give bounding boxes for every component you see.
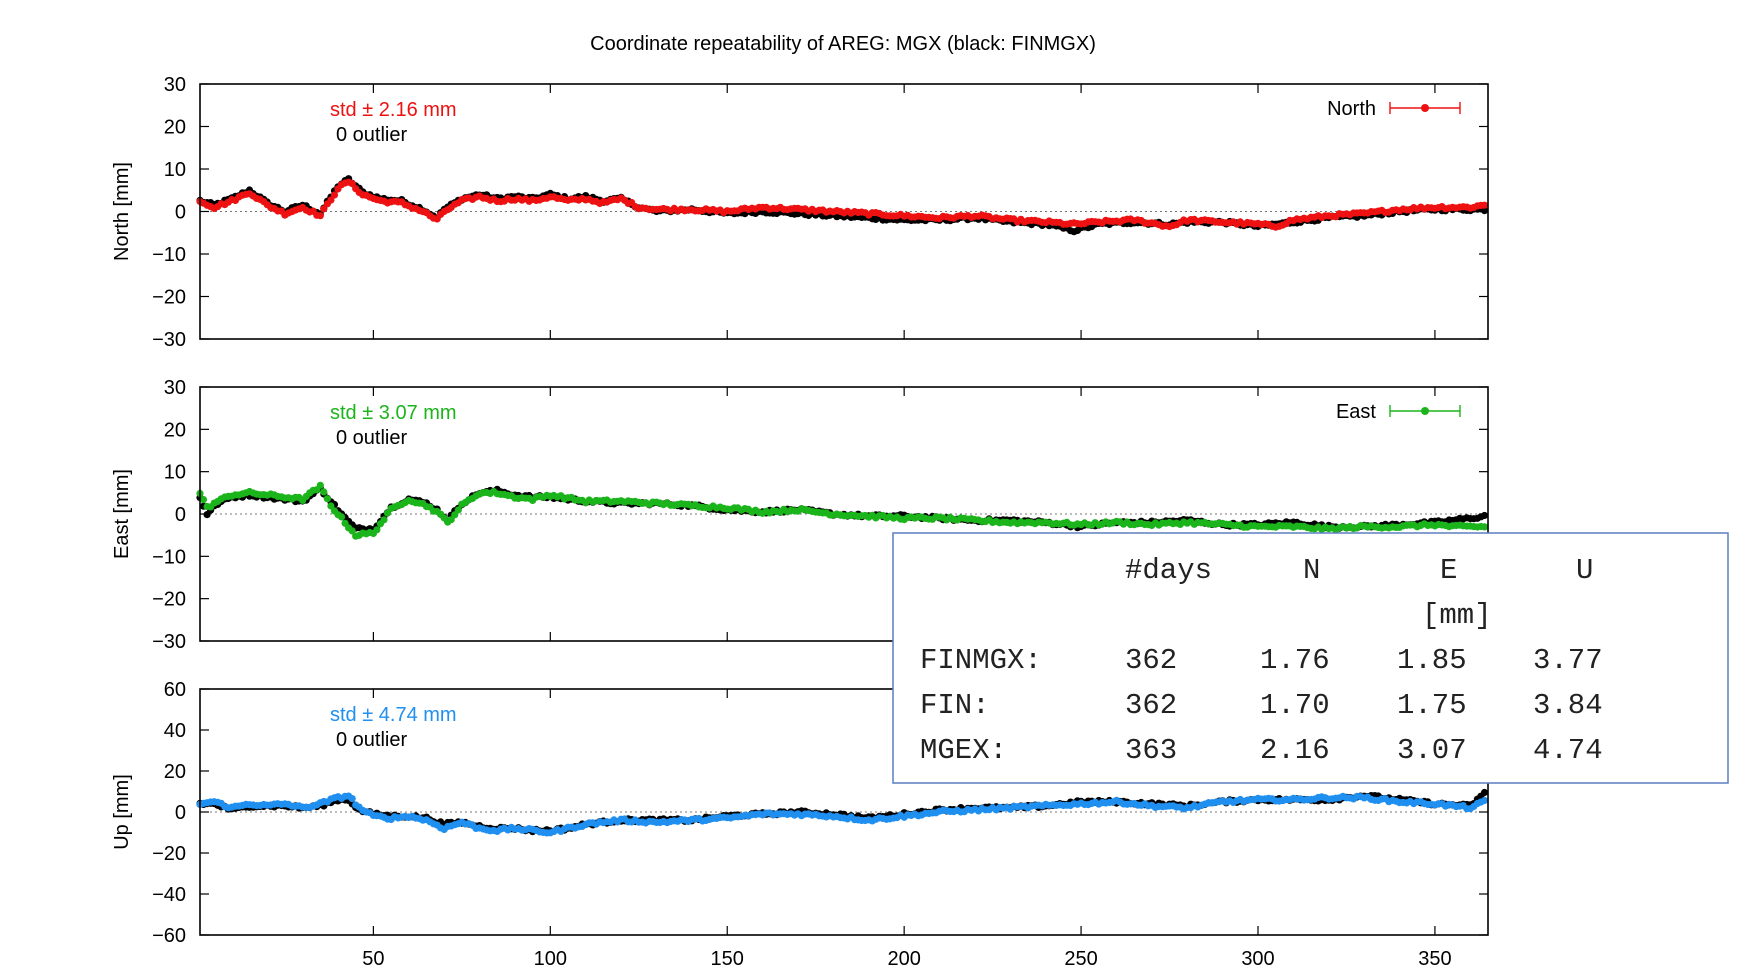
y-axis-label: Up [mm] [111,774,133,850]
data-point [337,513,346,521]
data-point [199,496,208,504]
data-point [327,502,335,510]
y-tick-label: 30 [164,74,186,96]
table-row-n: 1.76 [1260,644,1330,677]
outlier-label: 0 outlier [336,124,407,146]
series-mgx [196,792,1489,837]
table-box [892,532,1729,784]
data-point [320,488,328,496]
series-mgx [196,481,1489,540]
y-tick-label: −30 [152,631,186,653]
data-point [316,481,324,489]
y-tick-label: −10 [152,244,186,266]
data-point [373,526,381,534]
table-row-days: 362 [1125,689,1177,722]
data-point [320,205,328,213]
plot-frame [199,83,1489,340]
table-row-e: 3.07 [1397,734,1467,767]
y-tick-label: −20 [152,589,186,611]
panel-north: −30 −20 −10 0 10 20 30 North [mm] std ± 2.16 mm 0… [111,74,1489,351]
table-row-u: 4.74 [1533,734,1603,767]
y-tick-label: −60 [152,925,186,947]
data-point [316,212,324,220]
data-point [348,795,356,803]
x-tick-label: 350 [1418,948,1451,969]
data-point [1480,523,1489,531]
y-tick-label: −40 [152,884,186,906]
legend-label: North [1327,98,1376,120]
data-point [1480,511,1489,520]
chart-title: Coordinate repeatability of AREG: MGX (b… [590,33,1096,55]
data-point [348,180,356,188]
y-axis-label: North [mm] [111,162,133,261]
y-tick-label: 20 [164,419,186,441]
std-label: std ± 3.07 mm [330,402,457,424]
table-header-u: U [1576,554,1593,587]
data-point [1480,788,1489,797]
y-tick-label: 0 [175,802,186,824]
table-row-u: 3.84 [1533,689,1603,722]
data-point [323,495,331,503]
data-point [330,191,339,199]
statistics-table: #days N E U [mm] FINMGX: 362 1.76 1.85 3… [892,532,1729,784]
y-tick-label: −20 [152,843,186,865]
x-tick-label: 300 [1241,948,1274,969]
outlier-label: 0 outlier [336,427,407,449]
table-unit: [mm] [1422,599,1492,632]
y-tick-label: 40 [164,720,186,742]
y-tick-label: −20 [152,287,186,309]
panels: −30 −20 −10 0 10 20 30 North [mm] std ± 2.16 mm 0… [111,74,1489,969]
y-tick-label: −10 [152,546,186,568]
data-point [1480,201,1489,209]
y-tick-label: 0 [175,202,186,224]
data-point [1480,796,1489,805]
table-row-n: 2.16 [1260,734,1330,767]
y-tick-label: 10 [164,462,186,484]
plot-frame [199,386,1489,642]
table-row-label: FIN: [920,689,990,722]
y-tick-label: 30 [164,377,186,399]
plot-frame [199,688,1489,936]
table-row-n: 1.70 [1260,689,1330,722]
table-row-e: 1.75 [1397,689,1467,722]
x-tick-label: 100 [534,948,567,969]
table-row-e: 1.85 [1397,644,1467,677]
data-point [348,527,356,535]
table-row-label: FINMGX: [920,644,1042,677]
x-tick-label: 250 [1064,948,1097,969]
std-label: std ± 4.74 mm [330,704,457,726]
y-axis-label: East [mm] [111,469,133,559]
legend-label: East [1336,401,1376,423]
outlier-label: 0 outlier [336,729,407,751]
panel-up: −60 −40 −20 0 20 40 60 50 100 150 200 250 300 350 Up [… [111,679,1489,969]
table-row-days: 363 [1125,734,1177,767]
x-tick-label: 150 [711,948,744,969]
table-row-u: 3.77 [1533,644,1603,677]
table-header-days: #days [1125,554,1212,587]
y-tick-label: 20 [164,117,186,139]
table-row-days: 362 [1125,644,1177,677]
legend-marker [1421,407,1429,415]
data-point [380,516,388,524]
y-tick-label: −30 [152,329,186,351]
table-header-n: N [1303,554,1320,587]
data-point [454,506,462,514]
std-label: std ± 2.16 mm [330,99,457,121]
data-point [327,196,335,204]
legend-marker [1421,104,1429,112]
y-tick-label: 60 [164,679,186,701]
table-row-label: MGEX: [920,734,1007,767]
series-mgx [196,178,1489,231]
data-point [1480,207,1489,215]
x-tick-label: 50 [362,948,384,969]
y-tick-label: 10 [164,159,186,181]
panel-east: −30 −20 −10 0 10 20 30 East [mm] std ± 3.07 mm 0 … [111,377,1489,653]
y-tick-label: 0 [175,504,186,526]
table-header-e: E [1440,554,1457,587]
x-tick-label: 200 [887,948,920,969]
y-tick-label: 20 [164,761,186,783]
